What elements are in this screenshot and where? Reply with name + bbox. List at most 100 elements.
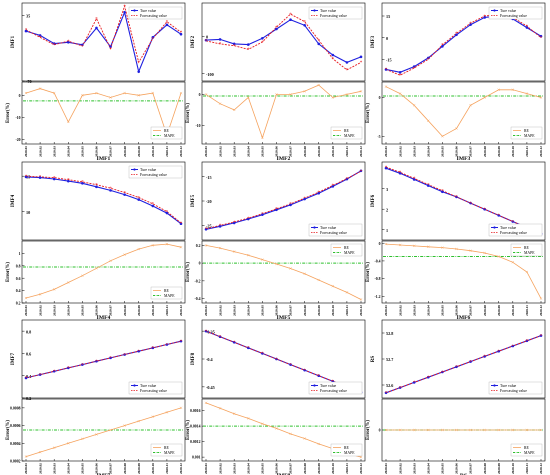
y-tick-label: 0.0002 [10,460,21,464]
forecast-value-point: * [219,42,222,48]
panel-x-label: IMF6 [457,315,471,321]
true-value-point [483,355,486,358]
true-value-point [218,225,222,228]
true-value-point [137,349,141,353]
y-tick-label: 52.6 [386,383,393,388]
forecast-value-point: * [441,189,444,195]
legend-box [128,6,183,20]
legend-mape-label: MAPE [524,134,535,138]
forecast-value-point: * [455,195,458,201]
re-point [455,247,458,251]
re-point [441,428,444,432]
re-point [137,247,141,251]
legend-box [308,223,363,237]
y-tick-label: 0 [379,429,381,433]
true-value-point [246,43,250,46]
error-y-label: Error(%) [186,103,191,123]
legend-forecast-label: Forecasting value [500,231,527,235]
true-value-point [455,33,458,37]
x-tick-label: 2020.06 [455,463,459,474]
forecast-value-point: * [39,372,42,378]
x-tick-label: 2020.09 [317,146,321,157]
x-tick-label: 2020.07 [469,463,473,474]
x-tick-label: 2020.11 [165,305,169,316]
re-point [469,428,472,432]
true-value-point [303,23,306,27]
true-value-point [52,369,56,373]
y-tick-label: -10 [15,116,20,120]
y-tick-label: 0.2 [196,244,201,248]
forecast-value-point: * [123,352,126,358]
forecast-value-point: * [303,19,306,25]
forecast-value-point: * [152,346,155,352]
re-line [205,245,362,300]
re-point [151,244,155,247]
forecast-value-point: * [25,174,28,180]
true-value-point [232,221,236,225]
x-tick-label: 2020.06 [275,305,279,316]
re-point [261,136,264,140]
y-tick-label: 0.6 [26,352,31,357]
true-value-point [81,43,84,47]
x-tick-label: 2020.08 [483,146,487,157]
forecast-value-point: * [67,366,70,372]
y-tick-label: -20 [206,199,212,204]
top-y-label: IMF7 [11,352,16,365]
re-point [24,91,28,95]
x-tick-label: 2020.11 [345,305,349,316]
re-point [412,428,416,432]
forecast-value-point: * [275,357,278,363]
top-y-label: IMF3 [371,35,376,48]
re-point [218,407,222,410]
forecast-value-point: * [399,170,402,176]
x-tick-label: 2020.07 [109,305,113,316]
re-point [66,442,70,445]
true-value-point [345,177,349,181]
re-point [497,88,501,92]
x-tick-label: 2020.09 [317,305,321,316]
y-tick-label: -0.4 [194,297,200,301]
legend-true-label: Ture value [500,9,517,13]
re-point [137,94,141,97]
re-point [123,253,126,256]
forecast-value-point: * [152,36,155,42]
true-value-line [385,15,542,73]
re-point [232,108,236,112]
y-tick-label: -10 [195,124,200,128]
true-value-point [38,373,42,376]
re-point [151,91,155,95]
true-value-point [539,334,543,337]
re-point [469,249,472,253]
y-tick-label: -0.4 [206,357,214,362]
forecast-value-point: * [95,359,98,365]
forecast-value-point: * [512,344,515,350]
re-point [345,291,349,294]
re-point [469,103,472,107]
forecast-value-point: * [123,4,126,10]
y-tick-label: 0.8 [16,264,21,268]
true-value-point [426,56,430,60]
x-tick-label: 2020.05 [441,305,445,316]
x-tick-label: 2020.07 [109,463,113,474]
re-point [261,422,264,426]
y-tick-label: -100 [206,72,214,77]
forecast-value-point: * [346,176,349,182]
legend-forecast-label: Forecasting value [140,14,167,18]
y-tick-label: 0.2 [16,302,21,306]
re-point [317,83,321,87]
x-tick-label: 2020.12 [179,305,183,316]
forecast-value-point: * [497,213,500,219]
forecast-value-point: * [166,342,169,348]
x-tick-label: 2020.01 [24,146,28,157]
legend-mape-label: MAPE [164,451,175,455]
x-tick-label: 2020.04 [426,305,430,316]
true-value-point [525,339,529,343]
re-point [331,96,335,99]
true-value-point [204,329,208,333]
x-tick-label: 2020.08 [483,305,487,316]
re-point [52,288,56,291]
forecast-value-line [205,170,362,230]
